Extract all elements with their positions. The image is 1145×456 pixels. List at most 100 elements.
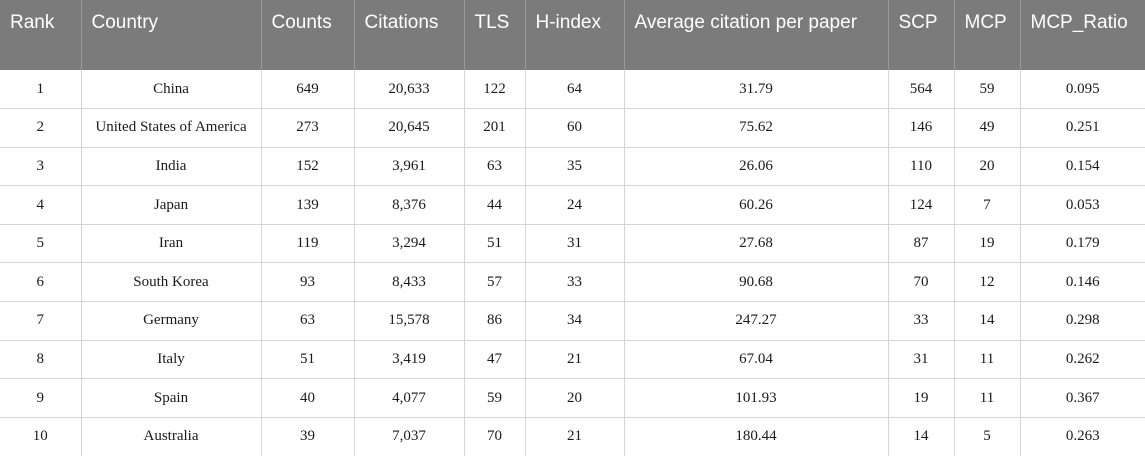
cell-mcp-ratio: 0.154 (1019, 147, 1145, 187)
cell-tls: 70 (463, 417, 525, 456)
cell-tls: 51 (463, 224, 525, 264)
cell-country: Iran (80, 224, 261, 264)
cell-average-citation: 60.26 (623, 185, 888, 225)
cell-rank: 2 (0, 108, 81, 148)
cell-mcp: 20 (953, 147, 1020, 187)
cell-mcp: 11 (953, 340, 1020, 380)
cell-average-citation: 26.06 (623, 147, 888, 187)
cell-mcp-ratio: 0.095 (1019, 70, 1145, 110)
cell-scp: 124 (887, 185, 954, 225)
cell-mcp: 12 (953, 262, 1020, 303)
cell-mcp: 5 (953, 417, 1020, 456)
cell-citations: 7,037 (353, 417, 464, 456)
cell-rank: 7 (0, 301, 81, 341)
cell-mcp-ratio: 0.298 (1019, 301, 1145, 341)
cell-mcp-ratio: 0.179 (1019, 224, 1145, 264)
header-rank: Rank (10, 12, 55, 33)
cell-scp: 87 (887, 224, 954, 264)
cell-scp: 564 (887, 70, 954, 110)
cell-mcp-ratio: 0.251 (1019, 108, 1145, 148)
cell-h-index: 24 (524, 185, 624, 225)
cell-h-index: 21 (524, 417, 624, 456)
cell-citations: 4,077 (353, 378, 464, 418)
cell-citations: 3,294 (353, 224, 464, 264)
header-h-index: H-index (524, 0, 624, 70)
cell-tls: 86 (463, 301, 525, 341)
cell-country: India (80, 147, 261, 187)
cell-average-citation: 180.44 (623, 417, 888, 456)
header-mcp: MCP (953, 0, 1020, 70)
header-row: Rank Country Counts Citations TLS H-inde… (0, 0, 1145, 70)
cell-average-citation: 67.04 (623, 340, 888, 380)
cell-mcp: 59 (953, 70, 1020, 110)
cell-rank: 1 (0, 70, 81, 110)
header-citations: Citations (353, 0, 464, 70)
cell-scp: 33 (887, 301, 954, 341)
cell-citations: 8,376 (353, 185, 464, 225)
cell-mcp: 49 (953, 108, 1020, 148)
cell-scp: 70 (887, 262, 954, 303)
cell-counts: 40 (260, 378, 354, 418)
cell-citations: 3,961 (353, 147, 464, 187)
cell-tls: 122 (463, 70, 525, 110)
cell-mcp: 19 (953, 224, 1020, 264)
cell-rank: 10 (32, 428, 48, 445)
cell-citations: 20,645 (353, 108, 464, 148)
cell-average-citation: 27.68 (623, 224, 888, 264)
cell-country: Spain (80, 378, 261, 418)
cell-h-index: 35 (524, 147, 624, 187)
cell-citations: 20,633 (353, 70, 464, 110)
header-mcp-ratio: MCP_Ratio (1019, 0, 1145, 70)
table-row: 9 Spain 40 4,077 59 20 101.93 19 11 0.367 (0, 378, 1145, 418)
cell-citations: 15,578 (353, 301, 464, 341)
header-scp: SCP (887, 0, 954, 70)
cell-counts: 51 (260, 340, 354, 380)
cell-mcp-ratio: 0.367 (1019, 378, 1145, 418)
header-counts: Counts (260, 0, 354, 70)
cell-rank: 8 (0, 340, 81, 380)
cell-average-citation: 31.79 (623, 70, 888, 110)
cell-counts: 649 (260, 70, 354, 110)
table-row: 5 Iran 119 3,294 51 31 27.68 87 19 0.179 (0, 224, 1145, 264)
cell-tls: 44 (463, 185, 525, 225)
cell-mcp-ratio: 0.053 (1019, 185, 1145, 225)
cell-citations: 8,433 (353, 262, 464, 303)
cell-tls: 57 (463, 262, 525, 303)
cell-rank: 9 (0, 378, 81, 418)
cell-country: Australia (80, 417, 261, 456)
cell-counts: 152 (260, 147, 354, 187)
table-row: 2 United States of America 273 20,645 201 60 7… (0, 108, 1145, 148)
cell-h-index: 21 (524, 340, 624, 380)
table-row: 7 Germany 63 15,578 86 34 247.27 33 14 0.298 (0, 301, 1145, 341)
header-average-citation-per-paper: Average citation per paper (623, 0, 888, 70)
cell-counts: 39 (260, 417, 354, 456)
cell-scp: 19 (887, 378, 954, 418)
cell-citations: 3,419 (353, 340, 464, 380)
cell-counts: 93 (260, 262, 354, 303)
header-tls: TLS (463, 0, 525, 70)
cell-mcp: 7 (953, 185, 1020, 225)
cell-rank: 5 (0, 224, 81, 264)
cell-country: South Korea (80, 262, 261, 303)
cell-tls: 47 (463, 340, 525, 380)
cell-average-citation: 90.68 (623, 262, 888, 303)
cell-rank: 6 (0, 262, 81, 303)
cell-mcp-ratio: 0.146 (1019, 262, 1145, 303)
cell-mcp-ratio: 0.263 (1019, 417, 1145, 456)
cell-counts: 63 (260, 301, 354, 341)
table-row: 3 India 152 3,961 63 35 26.06 110 20 0.154 (0, 147, 1145, 187)
cell-mcp: 14 (953, 301, 1020, 341)
table-row: 4 Japan 139 8,376 44 24 60.26 124 7 0.053 (0, 185, 1145, 225)
table-row: 10 Australia 39 7,037 70 21 180.44 14 5 0.263 (0, 417, 1145, 456)
cell-counts: 119 (260, 224, 354, 264)
cell-average-citation: 101.93 (623, 378, 888, 418)
table-row: 1 China 649 20,633 122 64 31.79 564 59 0.095 (0, 70, 1145, 110)
cell-tls: 201 (463, 108, 525, 148)
cell-country: Italy (80, 340, 261, 380)
cell-counts: 139 (260, 185, 354, 225)
cell-h-index: 20 (524, 378, 624, 418)
cell-tls: 63 (463, 147, 525, 187)
table-body: 1 China 649 20,633 122 64 31.79 564 59 0.095 2 Unit… (0, 70, 1145, 456)
table-row: 8 Italy 51 3,419 47 21 67.04 31 11 0.262 (0, 340, 1145, 380)
